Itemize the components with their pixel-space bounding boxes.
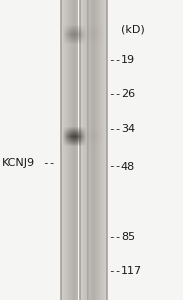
Text: --: -- [108, 161, 121, 172]
Text: --: -- [108, 55, 121, 65]
Text: --: -- [42, 158, 55, 169]
Text: KCNJ9: KCNJ9 [2, 158, 35, 169]
Text: 34: 34 [121, 124, 135, 134]
Text: 19: 19 [121, 55, 135, 65]
Text: 117: 117 [121, 266, 142, 277]
Text: 85: 85 [121, 232, 135, 242]
Text: --: -- [108, 266, 121, 277]
Text: --: -- [108, 232, 121, 242]
Text: 26: 26 [121, 89, 135, 100]
Text: --: -- [108, 89, 121, 100]
Text: --: -- [108, 124, 121, 134]
Text: 48: 48 [121, 161, 135, 172]
Text: (kD): (kD) [121, 25, 145, 35]
